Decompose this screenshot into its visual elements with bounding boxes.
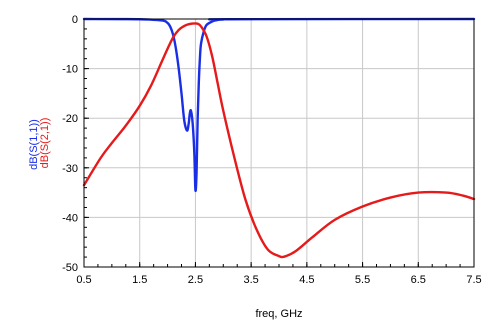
- y-tick-label: -40: [62, 212, 78, 224]
- x-tick-label: 3.5: [243, 274, 258, 286]
- x-tick-label: 1.5: [132, 274, 147, 286]
- y-axis-label: dB(S(1,1)) dB(S(2,1)): [28, 116, 51, 170]
- plot-area: [84, 19, 474, 267]
- x-tick-label: 4.5: [299, 274, 314, 286]
- y-tick-label: -10: [62, 64, 78, 76]
- y-tick-label: -30: [62, 163, 78, 175]
- tick-layer: 0.5 1.5 2.5 3.5 4.5 5.5 6.5 7.5 0 -10 -20 -30 -40 -50: [62, 14, 482, 286]
- x-tick-label: 2.5: [188, 274, 203, 286]
- y-tick-label: 0: [72, 14, 78, 26]
- x-tick-label: 5.5: [355, 274, 370, 286]
- y-axis-label-s11: dB(S(1,1)): [28, 119, 40, 170]
- x-axis-label: freq, GHz: [255, 308, 302, 320]
- series-line-s21: [82, 22, 476, 259]
- y-tick-label: -20: [62, 113, 78, 125]
- x-tick-label: 6.5: [411, 274, 426, 286]
- series-line-s11: [82, 17, 476, 193]
- grid: [84, 19, 474, 267]
- x-tick-label: 7.5: [466, 274, 481, 286]
- y-axis-label-s21: dB(S(2,1)): [39, 118, 51, 169]
- x-tick-label: 0.5: [76, 274, 91, 286]
- series-layer: [82, 17, 476, 259]
- y-tick-label: -50: [62, 262, 78, 274]
